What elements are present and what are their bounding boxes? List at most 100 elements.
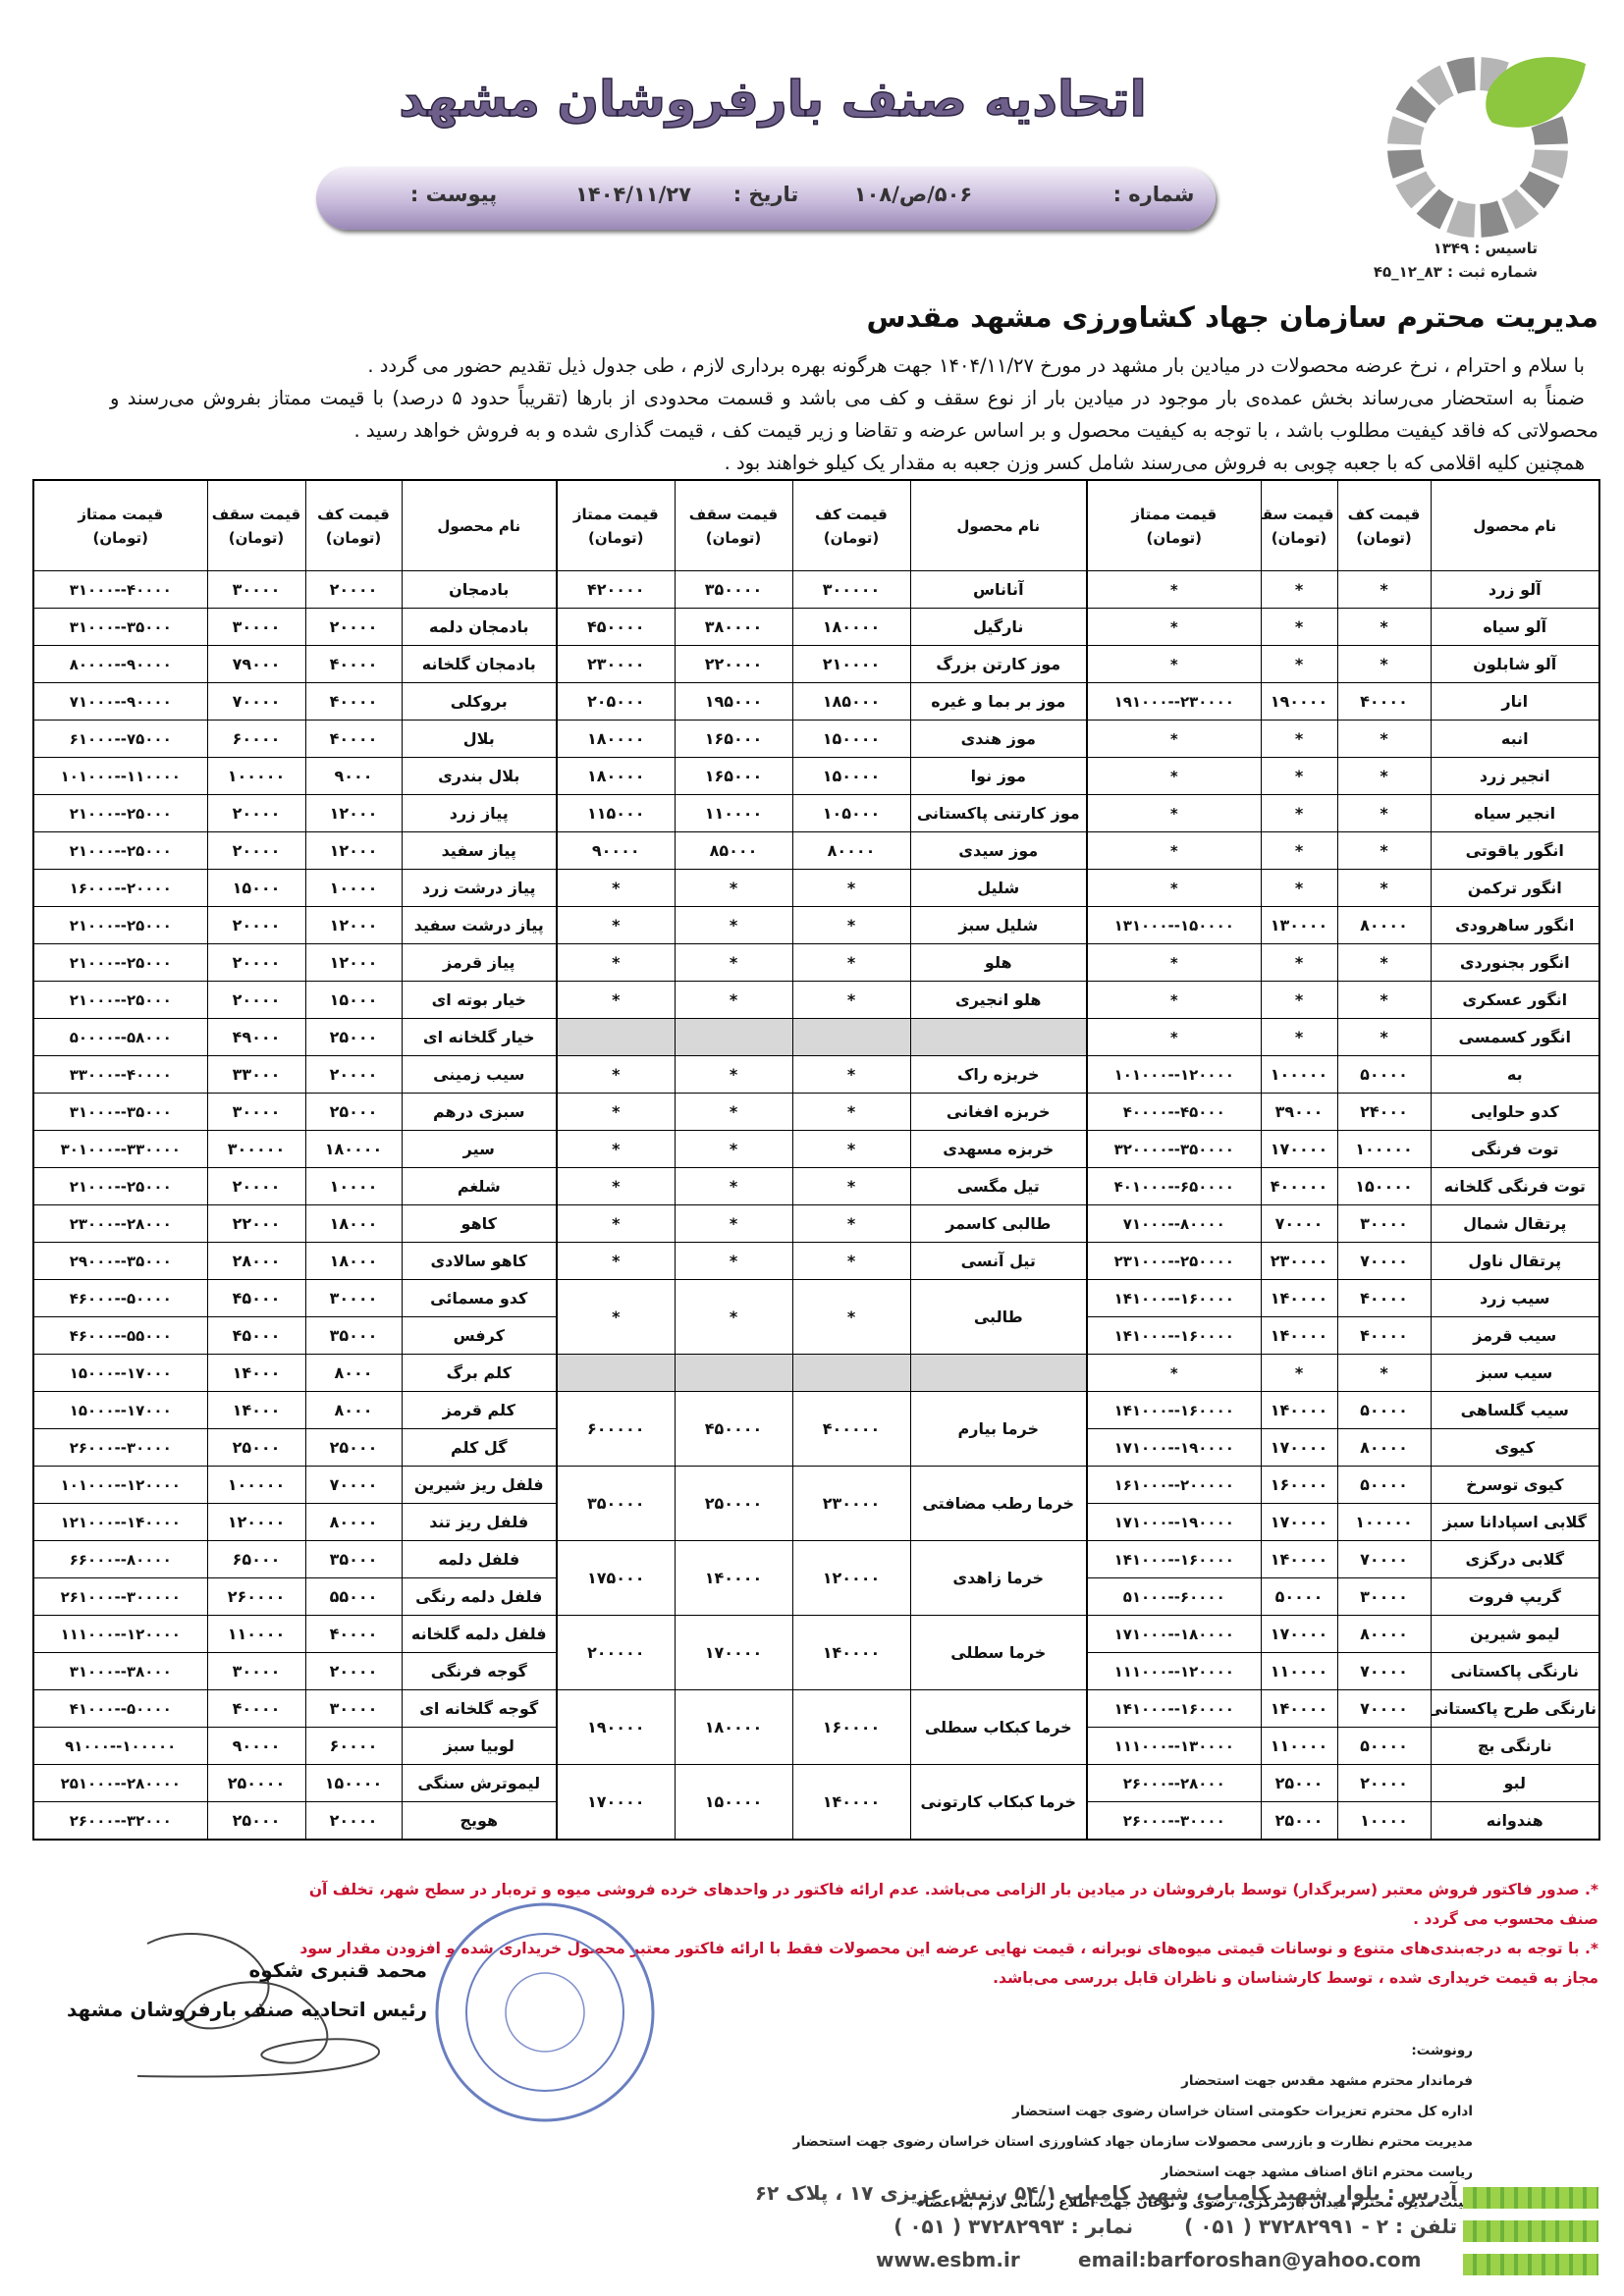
price-cell: ۲۰۰۰۰: [304, 570, 403, 609]
product-name: پیاز درشت زرد: [401, 869, 558, 907]
price-cell: ۱۴۱۰۰۰--۱۶۰۰۰۰: [1086, 1279, 1262, 1317]
header-unit: (تومان): [823, 528, 880, 547]
price-cell: ۲۰۰۰۰: [304, 608, 403, 646]
price-cell: *: [556, 1204, 676, 1243]
founded: تاسیس : ۱۳۴۹: [1433, 240, 1538, 257]
banner: [316, 167, 1216, 230]
price-cell: ۱۶۰۰۰۰: [1260, 1466, 1338, 1504]
product-name: کدو حلوایی: [1430, 1093, 1600, 1131]
header-unit: (تومان): [1271, 528, 1327, 547]
date: ۱۴۰۴/۱۱/۲۷: [575, 183, 691, 206]
price-cell: *: [1260, 720, 1338, 758]
price-cell: ۶۶۰۰۰--۸۰۰۰۰: [32, 1540, 208, 1578]
price-cell: *: [791, 1242, 911, 1280]
table-row: انجیر سیاه * * * موز کارتنی پاکستانی ۱۰۵۰۰۰ ۱۱…: [32, 794, 1600, 832]
price-cell: ۲۵۰۰۰: [1260, 1764, 1338, 1802]
price-cell: ۱۴۱۰۰۰--۱۶۰۰۰۰: [1086, 1689, 1262, 1728]
price-cell: *: [674, 906, 793, 944]
price-cell: ۱۷۰۰۰۰: [1260, 1615, 1338, 1653]
product-name: سیب سبز: [1430, 1354, 1600, 1392]
product-name: انجیر سیاه: [1430, 794, 1600, 832]
table-row: انگور یاقوتی * * * موز سیدی ۸۰۰۰۰ ۸۵۰۰۰ ۹۰۰۰۰ پی…: [32, 831, 1600, 870]
attachment-label: پیوست :: [409, 183, 498, 206]
price-cell: ۱۵۰۰۰--۱۷۰۰۰: [32, 1391, 208, 1429]
price-cell: *: [791, 1130, 911, 1168]
price-cell: ۱۰۰۰۰: [1336, 1801, 1432, 1841]
price-cell: ۶۰۰۰۰: [206, 720, 306, 758]
price-cell: ۶۱۰۰۰--۷۵۰۰۰: [32, 720, 208, 758]
product-name: سبزی درهم: [401, 1093, 558, 1131]
price-cell: *: [674, 1167, 793, 1205]
product-name: انبه: [1430, 720, 1600, 758]
stamp: [435, 1902, 655, 2122]
price-cell: ۱۴۰۰۰۰: [791, 1764, 911, 1841]
product-name: فلفل دلمه گلخانه: [401, 1615, 558, 1653]
price-cell: ۱۷۱۰۰۰--۱۸۰۰۰۰: [1086, 1615, 1262, 1653]
cc-label: رونوشت:: [1411, 2043, 1473, 2058]
product-name: خرما کبکاب سطلی: [909, 1689, 1088, 1765]
price-cell: *: [1336, 645, 1432, 683]
price-cell: ۲۱۰۰۰۰: [791, 645, 911, 683]
price-cell: ۲۵۰۰۰: [1260, 1801, 1338, 1841]
price-cell: *: [1260, 1354, 1338, 1392]
table-row: به ۵۰۰۰۰ ۱۰۰۰۰۰ ۱۰۱۰۰۰--۱۲۰۰۰۰ خربزه راک * * * س…: [32, 1055, 1600, 1094]
green-bar: [1463, 2254, 1598, 2275]
price-cell: ۱۱۱۰۰۰--۱۲۰۰۰۰: [32, 1615, 208, 1653]
signer-name: محمد قنبری شکوه: [248, 1958, 427, 1982]
price-cell: ۹۰۰۰: [304, 757, 403, 795]
price-cell: ۱۲۰۰۰: [304, 906, 403, 944]
price-cell: *: [1260, 869, 1338, 907]
price-cell: *: [1336, 831, 1432, 870]
price-cell: ۱۵۰۰۰۰: [674, 1764, 793, 1841]
price-cell: ۱۵۰۰۰۰: [791, 757, 911, 795]
logo-segment: [1395, 171, 1436, 209]
price-cell: ۱۷۰۰۰۰: [674, 1615, 793, 1690]
logo-segment: [1480, 57, 1509, 94]
price-cell: *: [1336, 570, 1432, 609]
logo-segment: [1387, 116, 1425, 145]
product-name: شلیل سبز: [909, 906, 1088, 944]
price-cell: ۱۲۰۰۰۰: [206, 1503, 306, 1541]
product-name: فلفل ریز شیرین: [401, 1466, 558, 1504]
empty-cell: [791, 1354, 911, 1392]
price-cell: ۲۵۰۰۰: [206, 1428, 306, 1467]
price-cell: *: [1260, 1018, 1338, 1056]
price-cell: ۳۱۰۰۰--۴۰۰۰۰: [32, 570, 208, 609]
table-row: آلو شابلون * * * موز کارتن بزرگ ۲۱۰۰۰۰ ۲۲۰۰۰۰ ۲…: [32, 645, 1600, 683]
product-name: خرما بیارم: [909, 1391, 1088, 1467]
price-cell: ۳۳۰۰۰: [206, 1055, 306, 1094]
table-row: انگور کسمسی * * * خیار گلخانه ای ۲۵۰۰۰ ۴۹۰۰۰ ۵۰…: [32, 1018, 1600, 1056]
price-cell: ۱۱۰۰۰۰: [1260, 1727, 1338, 1765]
column-header: نام محصول: [909, 479, 1088, 571]
product-name: خربزه راک: [909, 1055, 1088, 1094]
price-cell: ۲۱۰۰۰--۲۵۰۰۰: [32, 831, 208, 870]
price-cell: *: [1086, 943, 1262, 982]
paragraph: ضمناً به استحضار می‌رساند بخش عمده‌ی بار…: [110, 387, 1598, 442]
fax: نمابر : ۳۷۲۸۲۹۹۳ ( ۰۵۱ ): [893, 2215, 1133, 2238]
price-cell: ۲۶۰۰۰۰: [206, 1577, 306, 1616]
signature-scribble: [136, 1933, 381, 2078]
price-cell: ۱۸۰۰۰: [304, 1242, 403, 1280]
notes: *. صدور فاکتور فروش معتبر (سربرگدار) توس…: [283, 1875, 1598, 1993]
product-name: فلفل دلمه: [401, 1540, 558, 1578]
price-cell: ۱۸۰۰۰۰: [304, 1130, 403, 1168]
price-cell: ۲۰۰۰۰: [304, 1055, 403, 1094]
product-name: به: [1430, 1055, 1600, 1094]
price-cell: ۱۴۱۰۰۰--۱۶۰۰۰۰: [1086, 1316, 1262, 1355]
price-cell: ۳۰۰۰۰: [304, 1279, 403, 1317]
price-cell: ۲۵۰۰۰: [206, 1801, 306, 1841]
table-row: انار ۴۰۰۰۰ ۱۹۰۰۰۰ ۱۹۱۰۰۰--۲۳۰۰۰۰ موز بر بما …: [32, 682, 1600, 721]
price-cell: *: [1336, 757, 1432, 795]
table-row: نارنگی بچ ۵۰۰۰۰ ۱۱۰۰۰۰ ۱۱۱۰۰۰--۱۳۰۰۰۰ لوبیا …: [32, 1727, 1600, 1765]
table-row: سیب گلساهی ۵۰۰۰۰ ۱۴۰۰۰۰ ۱۴۱۰۰۰--۱۶۰۰۰۰ خرما …: [32, 1391, 1600, 1467]
price-cell: *: [791, 981, 911, 1019]
price-cell: ۱۲۰۰۰: [304, 943, 403, 982]
table-row: انگور ساهرودی ۸۰۰۰۰ ۱۳۰۰۰۰ ۱۳۱۰۰۰--۱۵۰۰۰۰ شل…: [32, 906, 1600, 944]
price-cell: ۲۱۰۰۰--۲۵۰۰۰: [32, 794, 208, 832]
price-cell: ۱۱۵۰۰۰: [556, 794, 676, 832]
table-row: پرتقال ناول ۷۰۰۰۰ ۲۳۰۰۰۰ ۲۳۱۰۰۰--۲۵۰۰۰۰ تیل …: [32, 1242, 1600, 1280]
product-name: فلفل ریز تند: [401, 1503, 558, 1541]
header-label: قیمت سقف: [211, 505, 301, 523]
price-cell: ۲۰۰۰۰: [206, 981, 306, 1019]
price-cell: ۴۰۱۰۰۰--۶۵۰۰۰۰: [1086, 1167, 1262, 1205]
